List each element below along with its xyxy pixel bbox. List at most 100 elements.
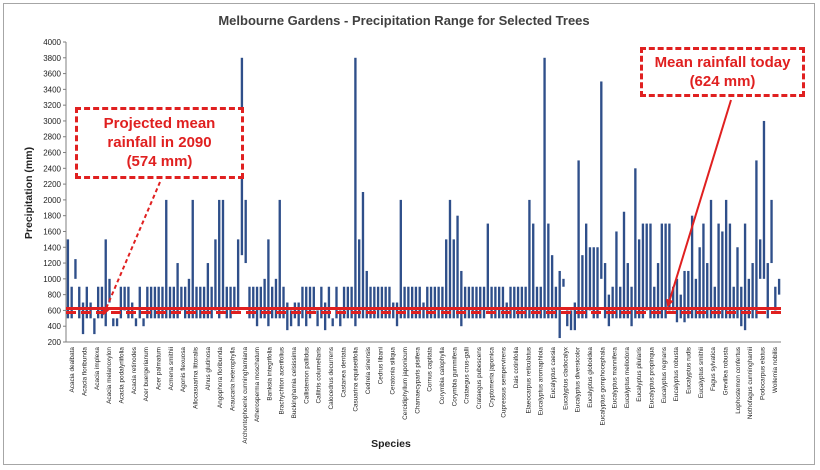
- x-tick-label: Acer palmatum: [155, 347, 162, 390]
- x-tick-label: Dais cotinifolia: [513, 347, 520, 389]
- x-tick-label: Cedrela sinensis: [365, 347, 372, 394]
- range-bar: [569, 310, 573, 331]
- x-tick-label: Buckinghamia celsissima: [291, 347, 298, 419]
- x-tick-label: Acacia retinodes: [131, 347, 138, 394]
- y-tick-label: 1400: [43, 243, 61, 252]
- range-bar: [535, 286, 539, 319]
- x-tick-label: Ceratonia siliqua: [390, 347, 397, 395]
- range-bar: [656, 263, 660, 319]
- range-bar: [225, 286, 228, 319]
- range-bar: [134, 318, 138, 327]
- range-bar: [728, 223, 732, 319]
- range-bar: [539, 286, 542, 319]
- range-bar: [149, 286, 153, 319]
- x-tick-label: Callitris columellaris: [316, 347, 323, 403]
- x-tick-label: Wollemia nobilis: [772, 347, 779, 393]
- x-tick-label: Eucalyptus propinqua: [649, 347, 656, 409]
- range-bar: [410, 286, 414, 319]
- range-bar: [479, 286, 482, 319]
- y-tick-label: 2800: [43, 133, 61, 142]
- range-bar: [221, 199, 225, 311]
- range-bar: [463, 286, 467, 319]
- x-tick-label: Nothofagus cunninghamii: [747, 347, 754, 419]
- range-bar: [558, 270, 561, 339]
- range-bar: [316, 310, 319, 327]
- range-bar: [384, 286, 387, 319]
- range-bar: [289, 310, 293, 327]
- x-tick-labels: Acacia dealbata Acacia floribunda Acacia i…: [69, 346, 779, 444]
- range-bar: [74, 259, 77, 279]
- range-bar: [293, 302, 297, 319]
- range-bar: [429, 286, 433, 319]
- range-bar: [637, 239, 641, 319]
- range-bar: [100, 286, 104, 319]
- range-bar: [482, 286, 486, 319]
- range-bar: [418, 286, 421, 319]
- range-bar: [547, 223, 550, 319]
- range-bar: [305, 286, 308, 327]
- range-bar: [607, 294, 611, 327]
- range-bar: [395, 302, 399, 327]
- x-tick-label: Eucalyptus caesia: [550, 347, 557, 399]
- range-bar: [762, 120, 766, 279]
- range-bar: [467, 286, 471, 319]
- x-tick-label: Corymbia gummifera: [451, 347, 458, 407]
- range-bar: [115, 318, 119, 327]
- range-bar: [630, 286, 633, 327]
- range-bar: [675, 278, 679, 323]
- y-tick-label: 3800: [43, 54, 61, 63]
- range-bar: [516, 286, 520, 319]
- bar-series: [66, 57, 781, 339]
- range-bar: [452, 239, 455, 319]
- range-bar: [743, 223, 747, 331]
- range-bar: [214, 239, 217, 311]
- range-bar: [301, 286, 304, 319]
- chart-title: Melbourne Gardens - Precipitation Range …: [218, 13, 589, 28]
- y-tick-label: 3000: [43, 117, 61, 126]
- range-bar: [388, 286, 391, 319]
- range-bar: [653, 286, 656, 319]
- callout-today-line-2: (624 mm): [689, 73, 756, 90]
- range-bar: [297, 302, 300, 327]
- range-bar: [486, 223, 489, 311]
- x-tick-label: Eucalyptus mannifera: [612, 347, 619, 409]
- range-bar: [660, 223, 664, 319]
- range-bar: [96, 286, 100, 319]
- x-tick-label: Acacia podalyriifolia: [118, 347, 125, 404]
- x-tick-label: Eucalyptus cladocalyx: [562, 346, 569, 410]
- x-tick-label: Cryptomeria japonica: [488, 347, 495, 408]
- range-bar: [497, 286, 501, 319]
- range-bar: [346, 286, 350, 319]
- x-tick-label: Eucalyptus robusta: [673, 347, 680, 402]
- range-bar: [736, 247, 739, 319]
- range-bar: [157, 286, 160, 319]
- range-bar: [664, 223, 667, 319]
- range-bar: [702, 223, 705, 319]
- x-tick-label: Grevillea robusta: [723, 347, 730, 396]
- range-bar: [146, 286, 149, 319]
- range-bar: [501, 286, 505, 319]
- range-bar: [259, 286, 263, 319]
- range-bar: [70, 286, 73, 319]
- range-bar: [403, 286, 406, 319]
- range-bar: [342, 286, 346, 319]
- range-bar: [596, 247, 599, 319]
- callout-projected-rainfall: Projected mean rainfall in 2090 (574 mm): [75, 107, 244, 179]
- x-tick-label: Banksia integrifolia: [266, 347, 273, 401]
- x-tick-label: Acacia dealbata: [69, 347, 76, 393]
- x-tick-label: Eucalyptus mellodora: [624, 347, 631, 409]
- range-bar: [278, 199, 281, 319]
- range-bar: [392, 302, 395, 319]
- today-callout-arrow: [665, 99, 732, 308]
- range-bar: [706, 263, 709, 319]
- range-bar: [690, 215, 694, 319]
- range-bar: [331, 318, 334, 327]
- range-bar: [770, 199, 773, 264]
- range-bar: [320, 286, 323, 319]
- range-bar: [592, 247, 595, 319]
- y-tick-label: 3600: [43, 70, 61, 79]
- callout-mean-rainfall-today: Mean rainfall today (624 mm): [640, 47, 805, 97]
- range-bar: [365, 270, 368, 319]
- range-bar: [577, 160, 580, 319]
- x-tick-label: Casuarina equisetifolia: [353, 347, 360, 412]
